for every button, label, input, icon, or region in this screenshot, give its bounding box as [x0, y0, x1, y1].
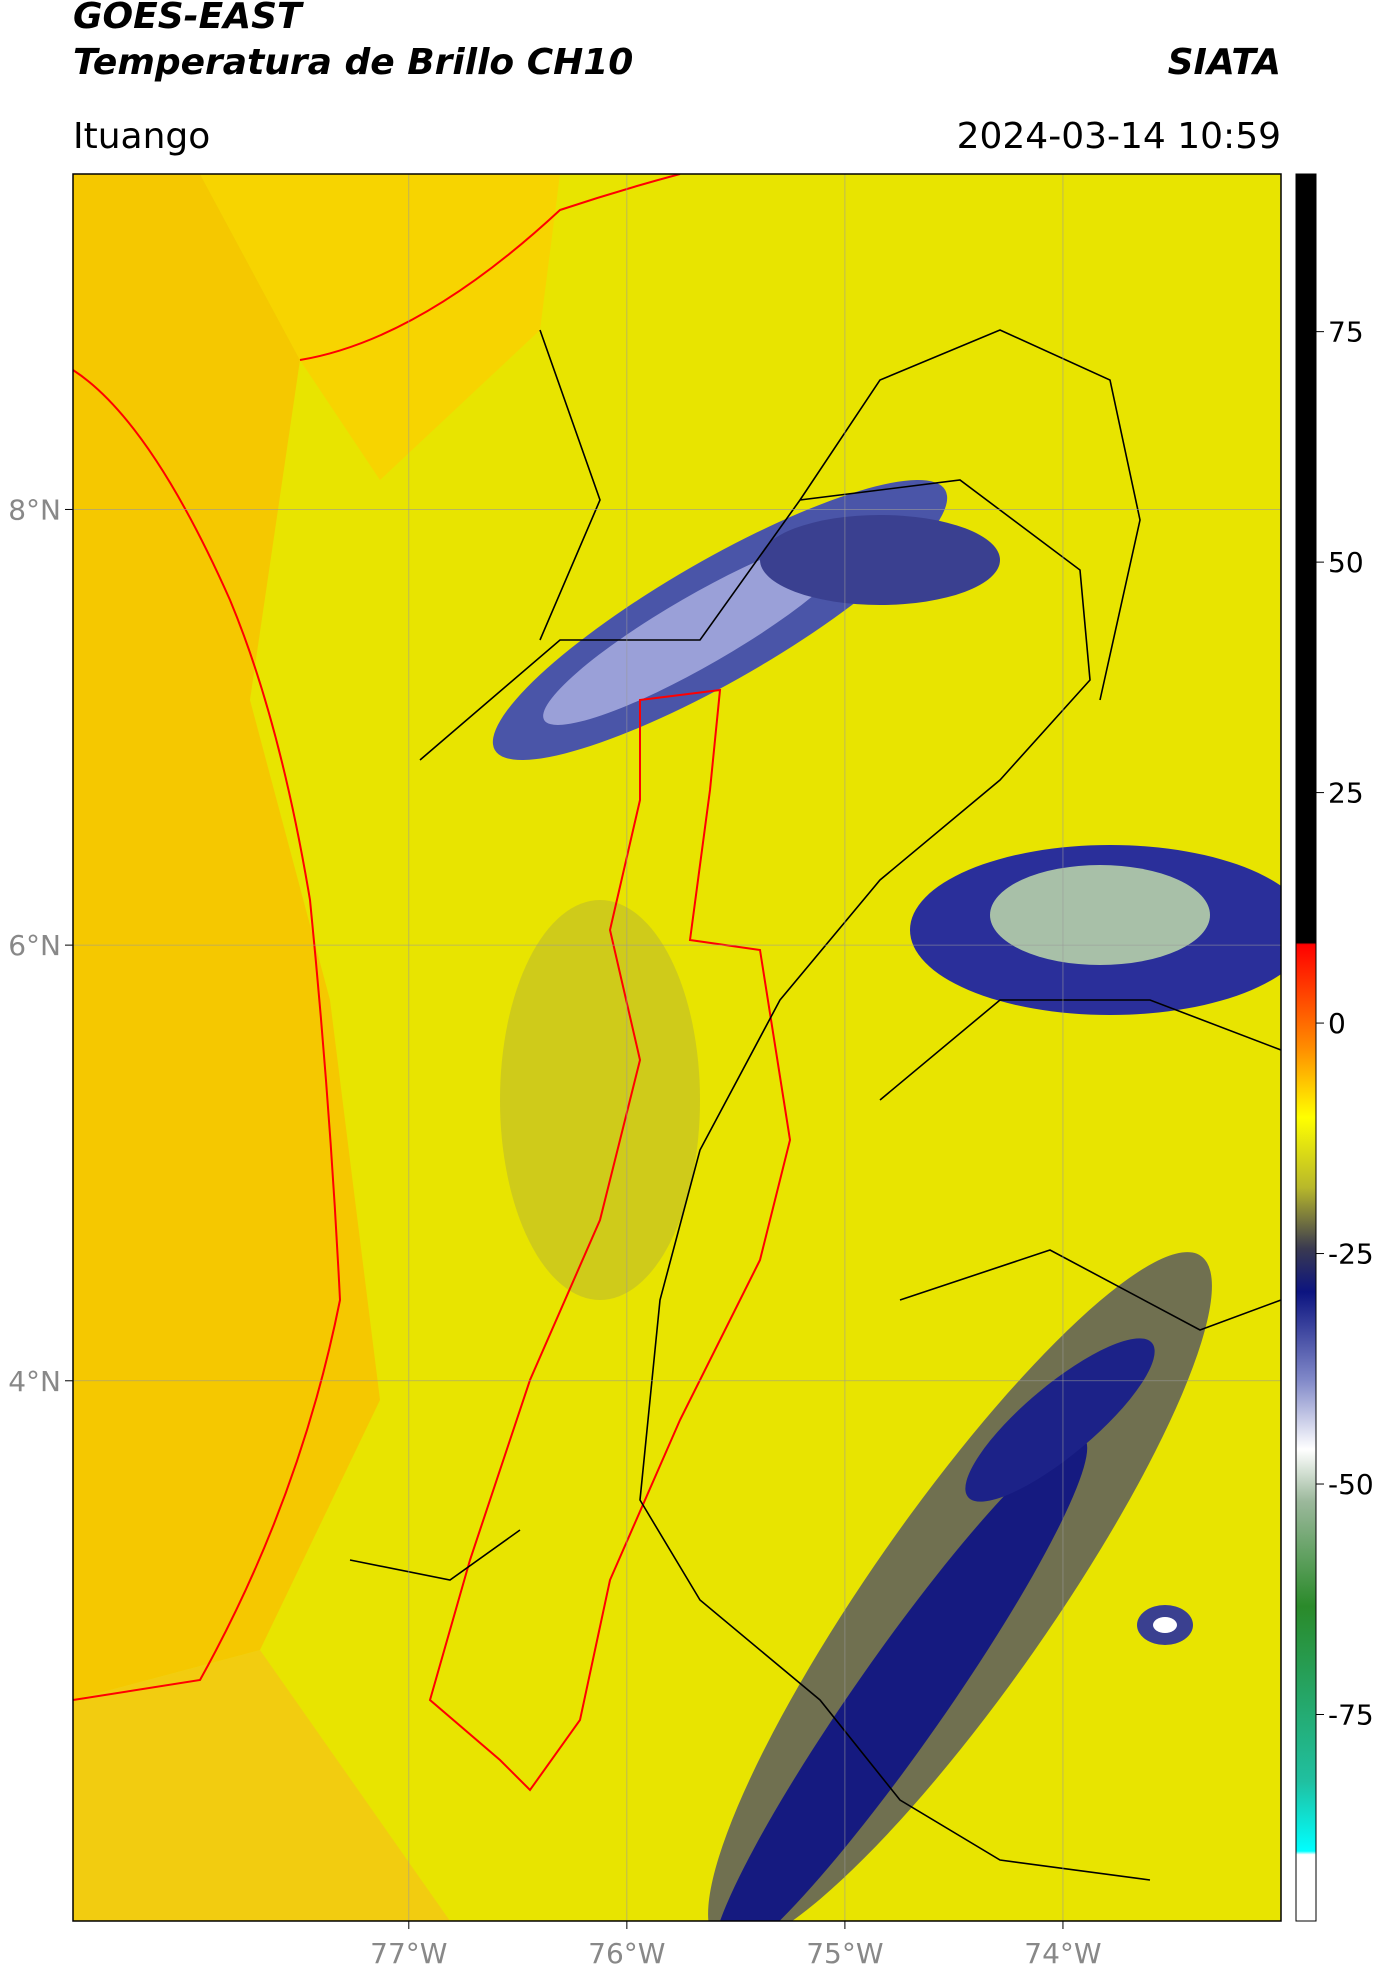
cloud	[712, 1436, 1088, 1921]
x-tick-label: 76°W	[588, 1937, 665, 1970]
map-imagery	[73, 174, 1281, 1921]
cloud	[990, 865, 1210, 965]
coastline	[73, 369, 342, 1701]
source: SIATA	[1168, 42, 1281, 83]
municipal-border	[349, 329, 1281, 1881]
ocean-region	[73, 174, 380, 1700]
y-tick-label: 4°N	[8, 1365, 61, 1398]
colorbar-tick-label: 0	[1328, 1007, 1346, 1040]
map-frame	[72, 173, 1282, 1922]
labels: 77°W 76°W 75°W 74°W 8°N 6°N 4°N 75 50 25 0 -25 -50 -7…	[8, 316, 1374, 1970]
colorbar-tick-label: 25	[1328, 777, 1364, 810]
colorbar	[1295, 173, 1317, 1922]
coastline	[299, 174, 681, 361]
x-tick-label: 75°W	[806, 1937, 883, 1970]
cloud	[760, 515, 1000, 605]
y-tick-label: 6°N	[8, 929, 61, 962]
colorbar-tick-label: 75	[1328, 316, 1364, 349]
x-tick-label: 74°W	[1024, 1937, 1101, 1970]
title-line-1: GOES-EAST	[73, 0, 304, 37]
title-line-2: Temperatura de Brillo CH10	[73, 42, 633, 83]
timestamp: 2024-03-14 10:59	[957, 116, 1281, 157]
ocean-region	[200, 174, 560, 480]
colorbar-tick-label: -25	[1328, 1238, 1374, 1271]
ocean-region	[73, 1650, 450, 1921]
colorbar-tick-label: 50	[1328, 546, 1364, 579]
y-tick-label: 8°N	[8, 493, 61, 526]
cloud	[965, 1338, 1155, 1502]
colorbar-tick-label: -75	[1328, 1698, 1374, 1731]
department-border	[428, 688, 792, 1792]
colorbar-tick-label: -50	[1328, 1468, 1374, 1501]
graticule	[73, 174, 1281, 1921]
cloud	[1153, 1617, 1177, 1633]
cloud	[500, 900, 700, 1300]
location: Ituango	[73, 116, 210, 157]
x-tick-label: 77°W	[370, 1937, 447, 1970]
